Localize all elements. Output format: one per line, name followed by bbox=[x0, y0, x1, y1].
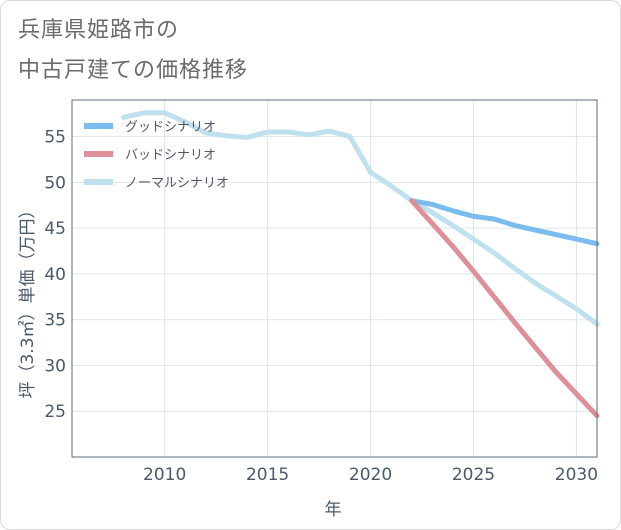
tick-labels: 2010 2015 2020 2025 2030 25 30 35 40 45 50 55 bbox=[44, 128, 598, 485]
series-line-1 bbox=[409, 198, 600, 419]
x-tick-label: 2030 bbox=[555, 465, 598, 485]
legend-label: ノーマルシナリオ bbox=[125, 176, 229, 191]
y-tick-label: 45 bbox=[44, 219, 66, 239]
x-tick-label: 2010 bbox=[143, 465, 186, 485]
legend-label: グッドシナリオ bbox=[125, 120, 216, 135]
y-tick-label: 40 bbox=[44, 265, 66, 285]
series-lines bbox=[121, 110, 600, 419]
x-tick-label: 2025 bbox=[452, 465, 495, 485]
chart-title-line2: 中古戸建ての価格推移 bbox=[18, 58, 249, 83]
chart-title-line1: 兵庫県姫路市の bbox=[18, 18, 180, 43]
y-tick-label: 35 bbox=[44, 311, 66, 331]
grid-lines bbox=[72, 100, 597, 457]
y-axis-title: 坪（3.3㎡）単価（万円） bbox=[18, 201, 38, 398]
y-tick-label: 25 bbox=[44, 402, 66, 422]
x-axis-title: 年 bbox=[325, 500, 342, 520]
y-tick-label: 55 bbox=[44, 128, 66, 148]
series-line-0 bbox=[409, 198, 600, 247]
y-tick-label: 30 bbox=[44, 356, 66, 376]
x-tick-label: 2015 bbox=[246, 465, 289, 485]
legend-label: バッドシナリオ bbox=[125, 148, 216, 163]
plot-frame bbox=[71, 99, 598, 458]
series-line-2 bbox=[121, 110, 600, 327]
y-tick-label: 50 bbox=[44, 173, 66, 193]
x-tick-label: 2020 bbox=[349, 465, 392, 485]
